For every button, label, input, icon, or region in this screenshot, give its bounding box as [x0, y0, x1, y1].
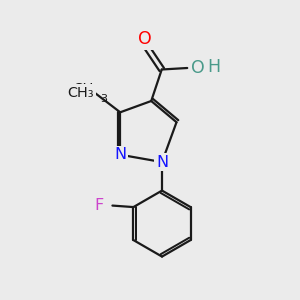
Text: O: O [191, 59, 205, 77]
Text: CH: CH [72, 83, 93, 98]
Text: 3: 3 [100, 94, 107, 104]
Text: N: N [114, 147, 126, 162]
Text: H: H [208, 58, 221, 76]
Text: O: O [138, 30, 152, 48]
Text: N: N [156, 154, 168, 169]
Text: CH₃: CH₃ [68, 86, 94, 100]
Text: F: F [94, 198, 104, 213]
